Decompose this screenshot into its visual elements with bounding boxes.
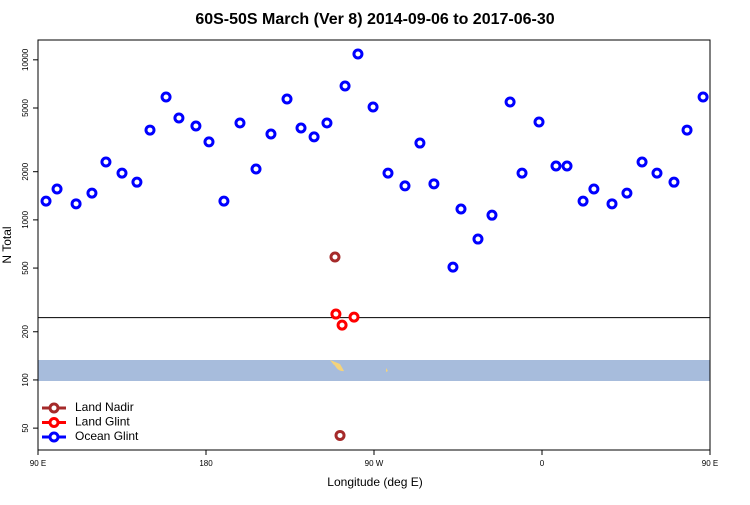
y-tick-label: 1000 [21,210,30,228]
plot-frame [37,39,711,451]
point [651,167,663,179]
y-axis-label: N Total [0,226,14,263]
point [382,167,394,179]
point [330,308,342,320]
point [352,48,364,60]
chart-title: 60S-50S March (Ver 8) 2014-09-06 to 2017… [195,11,554,28]
y-tick-label: 5000 [21,99,30,117]
point [160,91,172,103]
point [144,124,156,136]
point [367,101,379,113]
point [697,91,709,103]
point [561,160,573,172]
point [308,131,320,143]
point [588,183,600,195]
point [250,163,262,175]
point [190,120,202,132]
point [621,187,633,199]
y-tick-label: 2000 [21,162,30,180]
point [40,195,52,207]
point [533,116,545,128]
point [414,137,426,149]
point [455,203,467,215]
y-tick-label: 10000 [21,48,30,71]
point [504,96,516,108]
y-tick-label: 200 [21,325,30,339]
point [86,187,98,199]
point [265,128,277,140]
y-tick-label: 500 [21,261,30,275]
point [486,209,498,221]
point [339,80,351,92]
x-tick-label: 180 [199,459,213,468]
point [681,124,693,136]
x-tick-label: 90 E [702,459,718,468]
point [334,429,346,441]
point [203,136,215,148]
point [234,117,246,129]
point [399,180,411,192]
ocean-band [38,360,710,381]
legend-marker [48,431,60,443]
point [131,176,143,188]
point [51,183,63,195]
x-tick-label: 0 [540,459,545,468]
point [173,112,185,124]
point [295,122,307,134]
point [336,319,348,331]
legend-label: Land Glint [75,415,130,429]
point [606,198,618,210]
x-tick-label: 90 W [365,459,384,468]
y-tick-label: 50 [21,423,30,432]
point [321,117,333,129]
legend-marker [48,402,60,414]
legend-marker [48,417,60,428]
point [70,198,82,210]
legend-label: Ocean Glint [75,429,139,443]
point [329,251,341,263]
point [428,178,440,190]
point [100,156,112,168]
legend-label: Land Nadir [75,400,134,414]
point [472,233,484,245]
point [668,176,680,188]
point [116,167,128,179]
point [348,311,360,323]
point [447,261,459,273]
point [550,160,562,172]
y-tick-label: 100 [21,373,30,387]
point [577,195,589,207]
point [636,156,648,168]
point [281,93,293,105]
point [516,167,528,179]
point [218,195,230,207]
x-tick-label: 90 E [30,459,46,468]
x-axis-label: Longitude (deg E) [327,475,422,489]
